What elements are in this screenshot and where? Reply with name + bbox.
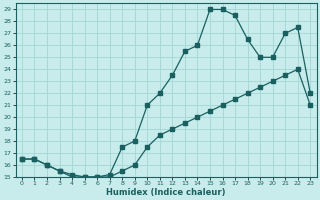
X-axis label: Humidex (Indice chaleur): Humidex (Indice chaleur) xyxy=(106,188,226,197)
